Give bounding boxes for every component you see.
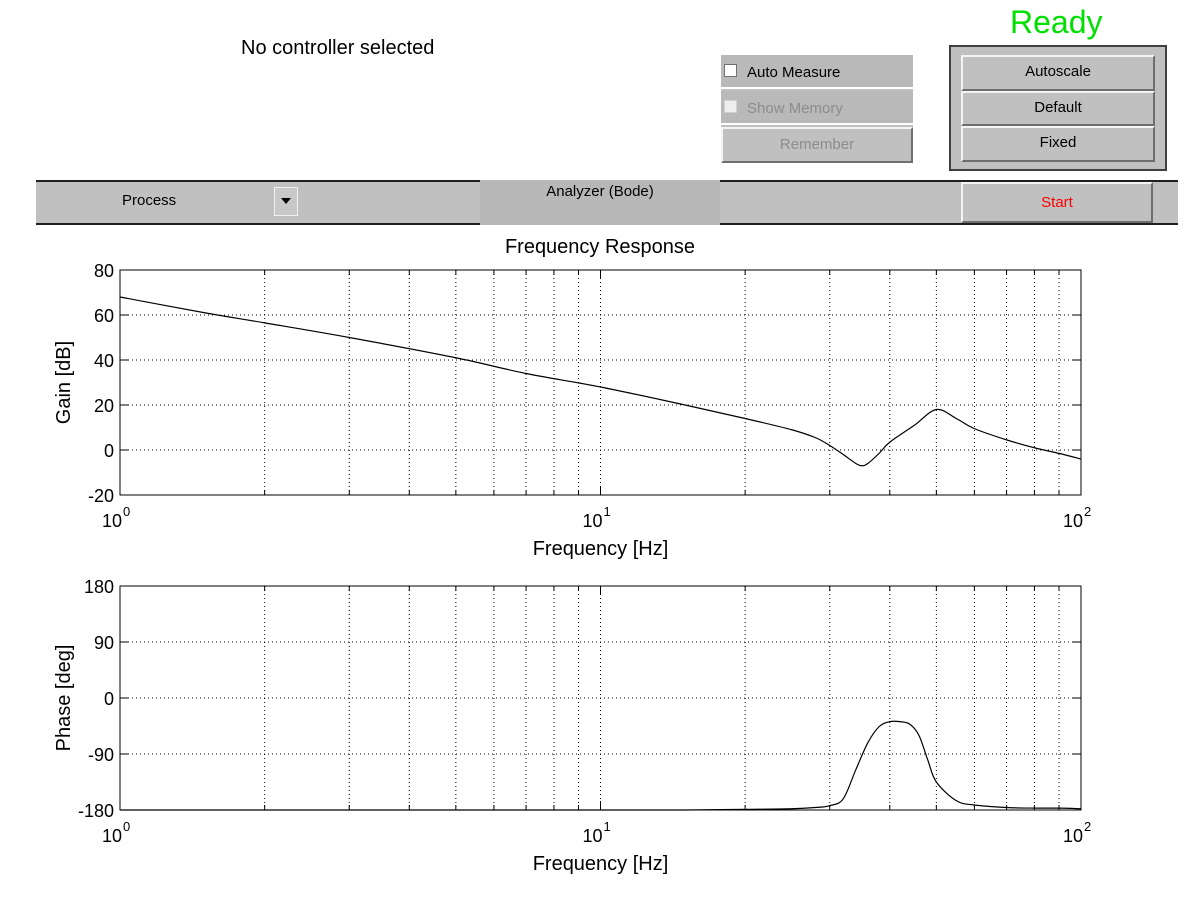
x-axis-label: Frequency [Hz] [533,853,669,875]
auto-measure-label: Auto Measure [747,64,841,81]
y-tick-label: -20 [88,486,114,506]
chart-title: Frequency Response [505,236,695,258]
scale-button-group: Autoscale Default Fixed [949,45,1167,171]
x-tick-label-exp: 0 [123,819,130,834]
x-tick-label-exp: 1 [604,819,611,834]
y-tick-label: 60 [94,306,114,326]
plot-frame [119,269,1082,496]
y-tick-label: 180 [84,577,114,597]
source-select-value[interactable]: Process [122,192,177,209]
x-axis-label: Frequency [Hz] [533,538,669,560]
y-tick-label: 20 [94,396,114,416]
toolbar: Process Analyzer (Bode) Start [36,180,1178,225]
default-button[interactable]: Default [961,91,1155,126]
x-tick-label-base: 10 [102,511,122,531]
y-tick-label: -90 [88,745,114,765]
y-axis-label: Phase [deg] [53,645,75,752]
x-tick-label-exp: 1 [604,504,611,519]
x-tick-label-exp: 2 [1084,819,1091,834]
series-line [120,720,1082,811]
auto-measure-option[interactable]: Auto Measure [721,55,913,89]
remember-button: Remember [721,127,913,163]
series-line [119,296,1082,467]
y-tick-label: 80 [94,261,114,281]
analyzer-mode-label: Analyzer (Bode) [480,180,720,225]
x-tick-label-base: 10 [582,826,602,846]
chevron-down-icon [281,198,291,204]
x-tick-label-base: 10 [1063,826,1083,846]
x-tick-label-base: 10 [1063,511,1083,531]
show-memory-checkbox [724,100,737,113]
status-indicator: Ready [1010,4,1103,40]
fixed-button[interactable]: Fixed [961,126,1155,162]
x-tick-label-base: 10 [582,511,602,531]
controller-status-text: No controller selected [241,37,435,59]
y-tick-label: 40 [94,351,114,371]
options-panel: Auto Measure Show Memory Remember [721,55,913,163]
y-tick-label: -180 [78,801,114,821]
auto-measure-checkbox[interactable] [724,64,737,77]
y-tick-label: 0 [104,689,114,709]
y-tick-label: 0 [104,441,114,461]
x-tick-label-exp: 2 [1084,504,1091,519]
start-button[interactable]: Start [961,182,1153,223]
autoscale-button[interactable]: Autoscale [961,55,1155,91]
y-tick-label: 90 [94,633,114,653]
show-memory-label: Show Memory [747,100,843,117]
x-tick-label-base: 10 [102,826,122,846]
show-memory-option: Show Memory [721,91,913,125]
x-tick-label-exp: 0 [123,504,130,519]
y-axis-label: Gain [dB] [53,341,75,424]
